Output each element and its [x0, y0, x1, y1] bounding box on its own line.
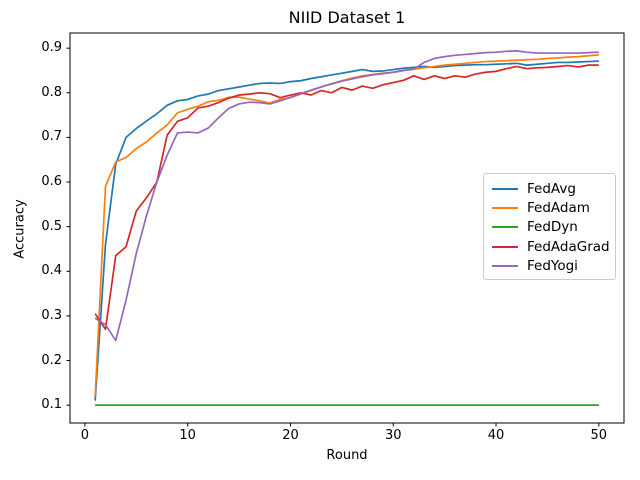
y-tick-label: 0.3	[41, 307, 62, 323]
legend-item-fedavg: FedAvg	[484, 179, 615, 198]
y-tick-label: 0.1	[41, 397, 62, 413]
x-axis-label: Round	[326, 448, 368, 463]
legend: FedAvg FedAdam FedDyn FedAdaGrad FedYogi	[483, 173, 616, 280]
series-line-fedavg	[94, 60, 599, 401]
legend-line-swatch	[492, 207, 518, 210]
legend-line-swatch	[492, 187, 518, 190]
x-tick-label: 30	[384, 428, 402, 443]
y-tick-label: 0.7	[41, 129, 62, 145]
x-tick-label: 50	[590, 428, 608, 443]
legend-label: FedAdam	[527, 200, 590, 217]
axes-frame	[69, 32, 625, 424]
legend-item-fedadam: FedAdam	[484, 198, 615, 217]
y-tick-label: 0.4	[41, 263, 62, 279]
y-tick-label: 0.6	[41, 174, 62, 190]
legend-item-fedyogi: FedYogi	[484, 257, 615, 276]
y-axis-label: Accuracy	[12, 199, 28, 259]
legend-line-swatch	[492, 245, 518, 248]
legend-label: FedYogi	[527, 258, 578, 275]
y-tick-label: 0.5	[41, 218, 62, 234]
x-tick-label: 0	[80, 428, 90, 443]
y-tick-label: 0.2	[41, 352, 62, 368]
x-tick-label: 10	[179, 428, 196, 443]
x-tick-label: 40	[487, 428, 505, 443]
legend-item-feddyn: FedDyn	[484, 218, 615, 237]
y-tick-label: 0.9	[41, 40, 62, 56]
legend-label: FedDyn	[527, 219, 578, 236]
series-line-fedadagrad	[94, 64, 599, 331]
legend-line-swatch	[492, 265, 518, 268]
x-tick-label: 20	[282, 428, 299, 443]
series-line-fedyogi	[94, 49, 599, 342]
legend-label: FedAdaGrad	[527, 238, 610, 255]
legend-line-swatch	[492, 226, 518, 229]
legend-item-fedadagrad: FedAdaGrad	[484, 237, 615, 256]
chart-title: NIID Dataset 1	[288, 8, 406, 27]
legend-label: FedAvg	[527, 180, 576, 197]
y-tick-label: 0.8	[41, 84, 62, 100]
